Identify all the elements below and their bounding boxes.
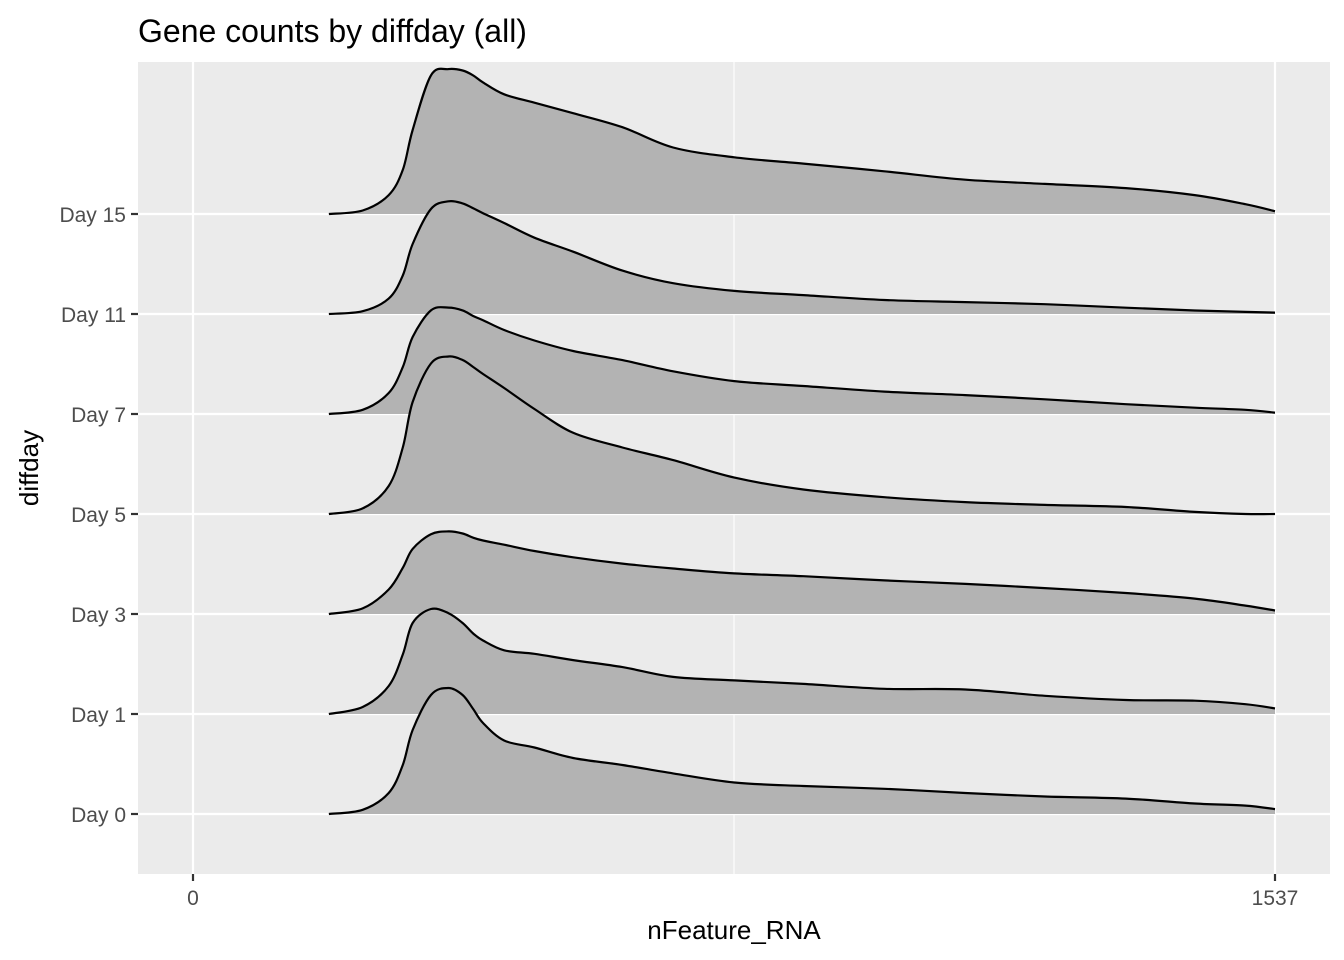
ridge-area: [328, 201, 1275, 314]
ridge-area: [328, 688, 1275, 814]
ridge-area: [328, 356, 1275, 515]
ridge-line: [328, 607, 1276, 716]
y-tick-label: Day 1: [71, 704, 126, 727]
ridge-day-3: [328, 530, 1276, 616]
ridge-line: [328, 530, 1276, 616]
ridge-line: [328, 199, 1276, 316]
y-tick-label: Day 5: [71, 504, 126, 527]
y-tick-label: Day 11: [61, 304, 126, 327]
ridge-area: [328, 68, 1275, 214]
ridge-day-15: [328, 67, 1276, 216]
ridge-day-0: [328, 686, 1276, 816]
ridge-line: [328, 306, 1276, 416]
ridge-day-1: [328, 607, 1276, 716]
ridge-day-7: [328, 306, 1276, 416]
ridge-day-11: [328, 199, 1276, 316]
ridge-area: [328, 608, 1275, 714]
axes: 0 1537 Day 0 Day 1 Day 3 Day 5 Day 7 Day 11 Day …: [59, 204, 1298, 910]
ridge-area: [328, 307, 1275, 414]
ridge-line: [328, 67, 1276, 216]
y-tick-label: Day 3: [71, 604, 126, 627]
ridge-day-5: [328, 355, 1276, 516]
x-tick-label: 1537: [1252, 887, 1299, 910]
x-axis-title: nFeature_RNA: [647, 915, 821, 945]
y-tick-label: Day 0: [71, 804, 126, 827]
ridge-line: [328, 686, 1276, 816]
y-tick-label: Day 7: [71, 404, 126, 427]
x-tick-label: 0: [187, 887, 199, 910]
ridges: [328, 67, 1276, 816]
ridge-area: [328, 531, 1275, 614]
y-axis-title: diffday: [14, 430, 44, 506]
chart-title: Gene counts by diffday (all): [138, 13, 527, 49]
y-tick-label: Day 15: [59, 204, 126, 227]
ridge-line: [328, 355, 1276, 516]
